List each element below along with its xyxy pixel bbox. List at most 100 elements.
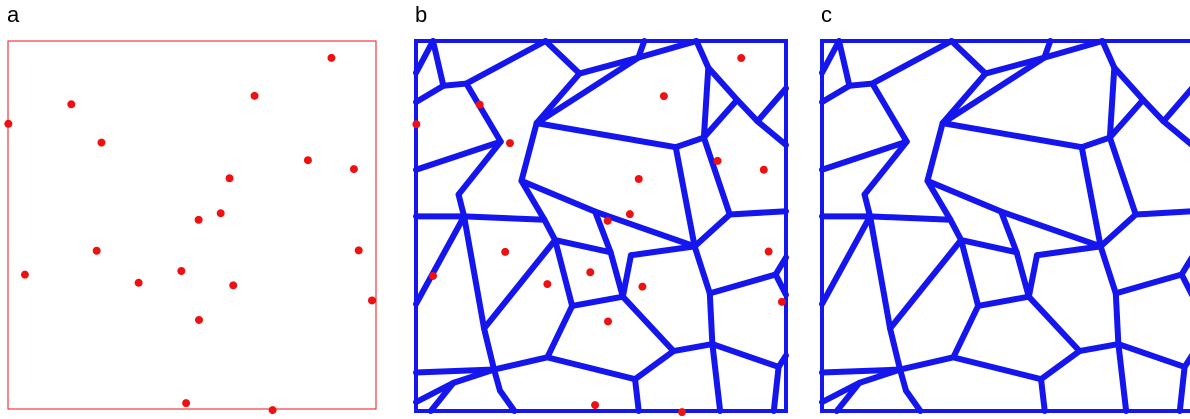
voronoi-edge — [619, 293, 677, 355]
voronoi-edge — [569, 293, 626, 309]
seed-point — [4, 119, 13, 128]
voronoi-edge — [819, 38, 843, 76]
seed-point — [777, 297, 786, 306]
voronoi-edge — [958, 237, 982, 309]
panel-label-c: c — [821, 2, 832, 27]
voronoi-edge — [939, 120, 1085, 151]
voronoi-edge — [709, 341, 782, 370]
voronoi-edge — [1106, 134, 1139, 218]
voronoi-edge — [635, 38, 700, 61]
seed-point — [591, 401, 600, 410]
voronoi-edge — [897, 366, 909, 394]
seed-point — [678, 408, 687, 417]
voronoi-edge — [1025, 293, 1083, 355]
voronoi-edge — [867, 213, 894, 332]
voronoi-edge — [1160, 118, 1190, 148]
voronoi-edge — [1115, 341, 1130, 414]
voronoi-edge — [1160, 86, 1190, 125]
voronoi-edge — [1178, 255, 1190, 278]
voronoi-edge — [869, 80, 910, 145]
seed-point — [177, 267, 186, 275]
seed-point — [475, 100, 484, 109]
seed-point — [604, 317, 613, 326]
voronoi-edge — [1178, 271, 1190, 298]
voronoi-edge — [463, 80, 504, 145]
seed-point — [194, 215, 203, 224]
voronoi-edge — [1112, 290, 1122, 348]
voronoi-edge — [998, 208, 1020, 256]
seed-point — [327, 53, 336, 62]
voronoi-edge — [461, 213, 548, 223]
voronoi-edge — [491, 366, 503, 394]
voronoi-edge — [440, 80, 470, 89]
voronoi-edge — [1097, 211, 1139, 250]
voronoi-edge — [1111, 64, 1147, 103]
voronoi-edge — [861, 138, 910, 198]
voronoi-edge — [819, 138, 910, 173]
seed-point — [659, 92, 668, 101]
voronoi-edge — [691, 243, 713, 297]
voronoi-edge — [1106, 64, 1118, 141]
voronoi-edge — [754, 118, 789, 148]
panel-label-a: a — [7, 2, 20, 27]
voronoi-edge — [413, 366, 498, 376]
seed-point — [225, 174, 234, 183]
seed-point — [229, 281, 238, 290]
seed-point — [638, 282, 647, 291]
seed-point — [764, 247, 773, 256]
voronoi-edge — [672, 134, 707, 151]
voronoi-edge — [491, 354, 551, 373]
voronoi-edge — [924, 120, 946, 184]
seed-point — [713, 156, 722, 165]
seed-point — [216, 209, 225, 218]
seed-point — [543, 280, 552, 289]
voronoi-edge — [518, 177, 599, 215]
voronoi-edge — [833, 379, 863, 414]
voronoi-edge — [463, 38, 549, 87]
voronoi-edge — [897, 354, 957, 373]
voronoi-edge — [552, 237, 614, 256]
voronoi-edge — [902, 387, 924, 414]
voronoi-edge — [700, 64, 712, 141]
voronoi-edge — [1106, 96, 1147, 141]
voronoi-edge — [592, 208, 614, 256]
voronoi-edge — [691, 211, 733, 250]
voronoi-edge — [533, 120, 679, 151]
seed-point — [501, 247, 510, 256]
voronoi-edge — [887, 237, 965, 332]
voronoi-edge — [552, 237, 576, 309]
voronoi-edge — [413, 82, 447, 106]
voronoi-edge — [455, 138, 504, 198]
seed-point — [182, 399, 191, 408]
seed-point — [97, 138, 106, 147]
voronoi-edge — [950, 302, 982, 361]
voronoi-edge — [924, 177, 1005, 215]
voronoi-edge — [693, 38, 712, 71]
voronoi-edge — [947, 216, 965, 244]
voronoi-edge — [819, 82, 853, 106]
voronoi-edge — [1013, 249, 1032, 300]
voronoi-edge — [533, 70, 583, 127]
voronoi-edge — [1132, 208, 1190, 218]
voronoi-edge — [861, 191, 874, 220]
voronoi-edge — [619, 252, 634, 300]
voronoi-edge — [1078, 134, 1113, 151]
voronoi-edge — [770, 363, 782, 414]
voronoi-edge — [627, 243, 698, 259]
voronoi-edge — [975, 293, 1032, 309]
seed-point — [412, 120, 421, 129]
voronoi-edge — [1176, 363, 1188, 414]
voronoi-edge — [982, 54, 1048, 77]
voronoi-edge — [709, 341, 724, 414]
seed-point — [625, 210, 634, 219]
seed-point — [737, 54, 746, 63]
voronoi-edge — [413, 38, 437, 76]
voronoi-edge — [1041, 38, 1106, 61]
voronoi-edge — [700, 96, 741, 141]
voronoi-edge — [948, 38, 989, 77]
voronoi-edge — [754, 85, 789, 125]
voronoi-edge — [481, 237, 559, 332]
voronoi-edge — [950, 354, 1045, 383]
voronoi-edge — [867, 213, 954, 223]
voronoi-edge — [819, 366, 904, 376]
